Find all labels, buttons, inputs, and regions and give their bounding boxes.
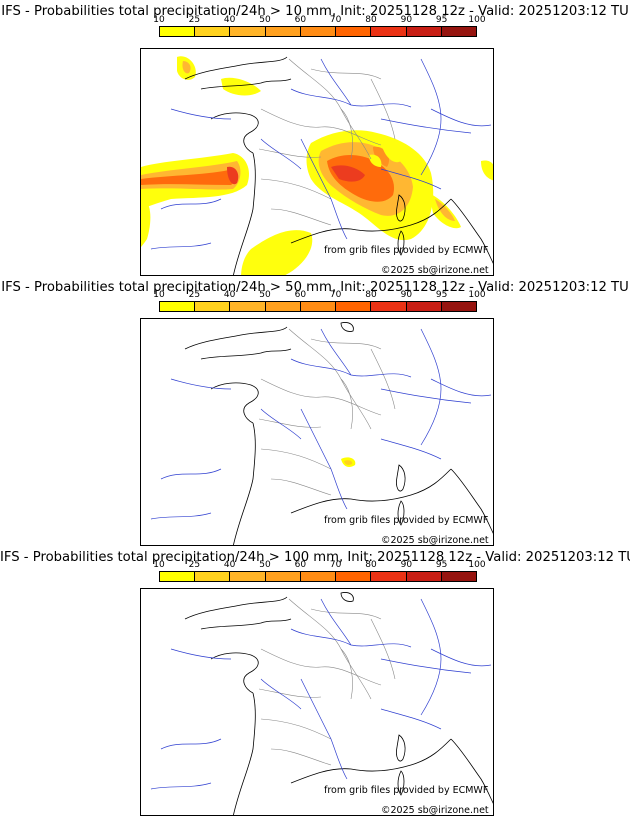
copyright-credit: ©2025 sb@irizone.net bbox=[381, 265, 489, 276]
colorbar-tick-label: 100 bbox=[468, 290, 486, 300]
colorbar-tick-label: 95 bbox=[435, 290, 448, 300]
colorbar-tick-label: 95 bbox=[435, 560, 448, 570]
colorbar-tick-label: 50 bbox=[259, 15, 271, 25]
map-graphic bbox=[150, 322, 493, 545]
colorbar-boxes bbox=[159, 301, 477, 312]
panel-50mm: IFS - Probabilities total precipitation/… bbox=[0, 270, 630, 546]
colorbar-swatch bbox=[441, 302, 476, 311]
colorbar-swatch bbox=[441, 27, 476, 36]
source-credit: from grib files provided by ECMWF bbox=[324, 515, 489, 526]
colorbar-tick-label: 70 bbox=[329, 560, 342, 570]
colorbar-tick-label: 80 bbox=[365, 15, 377, 25]
colorbar-swatch bbox=[230, 302, 266, 311]
colorbar-tick-label: 90 bbox=[400, 560, 413, 570]
colorbar-swatch bbox=[406, 27, 442, 36]
precip-map: from grib files provided by ECMWF ©2025 … bbox=[140, 588, 494, 816]
precip-field bbox=[341, 457, 356, 467]
copyright-credit: ©2025 sb@irizone.net bbox=[381, 805, 489, 816]
colorbar-swatch bbox=[371, 572, 407, 581]
colorbar-swatch bbox=[195, 27, 231, 36]
colorbar-tick-label: 90 bbox=[400, 290, 413, 300]
colorbar-swatch bbox=[265, 302, 301, 311]
colorbar-tick-label: 95 bbox=[435, 15, 448, 25]
colorbar-swatch bbox=[371, 27, 407, 36]
colorbar-tick-label: 10 bbox=[153, 560, 165, 570]
colorbar: 10 25 40 50 60 70 80 90 95 100 bbox=[153, 560, 486, 585]
colorbar-tick-label: 50 bbox=[259, 290, 271, 300]
colorbar-tick-label: 70 bbox=[329, 290, 342, 300]
colorbar-tick-label: 60 bbox=[294, 560, 307, 570]
colorbar-tick-label: 100 bbox=[468, 560, 486, 570]
colorbar-boxes bbox=[159, 571, 477, 582]
colorbar-swatch bbox=[265, 572, 301, 581]
colorbar-swatch bbox=[195, 302, 231, 311]
colorbar-swatch bbox=[336, 27, 372, 36]
colorbar-tick-label: 25 bbox=[188, 290, 201, 300]
colorbar-swatch bbox=[265, 27, 301, 36]
colorbar-swatch bbox=[336, 572, 372, 581]
map-graphic bbox=[150, 592, 493, 815]
colorbar-swatch bbox=[336, 302, 372, 311]
colorbar-swatch bbox=[160, 572, 196, 581]
colorbar-swatch bbox=[160, 302, 196, 311]
panel-title: IFS - Probabilities total precipitation/… bbox=[1, 4, 629, 19]
colorbar-tick-label: 10 bbox=[153, 15, 165, 25]
colorbar-labels: 10 25 40 50 60 70 80 90 95 100 bbox=[153, 560, 485, 570]
precip-field bbox=[141, 56, 493, 275]
colorbar-swatch bbox=[195, 572, 231, 581]
map-graphic bbox=[141, 56, 493, 275]
colorbar-swatch bbox=[230, 27, 266, 36]
colorbar-swatch bbox=[160, 27, 196, 36]
copyright-credit: ©2025 sb@irizone.net bbox=[381, 535, 489, 546]
colorbar-labels: 10 25 40 50 60 70 80 90 95 100 bbox=[153, 290, 485, 300]
colorbar-tick-label: 80 bbox=[365, 290, 377, 300]
colorbar-tick-label: 25 bbox=[188, 15, 201, 25]
colorbar-tick-label: 80 bbox=[365, 560, 377, 570]
colorbar-tick-label: 40 bbox=[223, 290, 236, 300]
colorbar-swatch bbox=[300, 302, 337, 311]
panel-title: IFS - Probabilities total precipitation/… bbox=[1, 280, 629, 295]
source-credit: from grib files provided by ECMWF bbox=[324, 785, 489, 796]
colorbar-tick-label: 25 bbox=[188, 560, 201, 570]
colorbar-swatch bbox=[230, 572, 266, 581]
panel-title: IFS - Probabilities total precipitation/… bbox=[0, 550, 630, 565]
colorbar-tick-label: 90 bbox=[400, 15, 413, 25]
colorbar-labels: 10 25 40 50 60 70 80 90 95 100 bbox=[153, 15, 485, 25]
colorbar-tick-label: 70 bbox=[329, 15, 342, 25]
colorbar-tick-label: 40 bbox=[223, 560, 236, 570]
colorbar-swatch bbox=[300, 27, 337, 36]
colorbar-swatch bbox=[406, 572, 442, 581]
colorbar-swatch bbox=[300, 572, 337, 581]
colorbar-boxes bbox=[159, 26, 477, 37]
colorbar: 10 25 40 50 60 70 80 90 95 100 bbox=[153, 290, 486, 315]
colorbar-tick-label: 50 bbox=[259, 560, 271, 570]
colorbar-tick-label: 60 bbox=[294, 290, 307, 300]
panel-10mm: IFS - Probabilities total precipitation/… bbox=[0, 0, 630, 276]
colorbar-tick-label: 40 bbox=[223, 15, 236, 25]
colorbar-tick-label: 10 bbox=[153, 290, 165, 300]
precip-map: from grib files provided by ECMWF ©2025 … bbox=[140, 48, 494, 276]
precip-map: from grib files provided by ECMWF ©2025 … bbox=[140, 318, 494, 546]
panel-100mm: IFS - Probabilities total precipitation/… bbox=[0, 540, 630, 816]
colorbar-tick-label: 60 bbox=[294, 15, 307, 25]
source-credit: from grib files provided by ECMWF bbox=[324, 245, 489, 256]
colorbar-tick-label: 100 bbox=[468, 15, 486, 25]
colorbar-swatch bbox=[406, 302, 442, 311]
colorbar-swatch bbox=[371, 302, 407, 311]
colorbar-swatch bbox=[441, 572, 476, 581]
colorbar: 10 25 40 50 60 70 80 90 95 100 bbox=[153, 15, 486, 40]
